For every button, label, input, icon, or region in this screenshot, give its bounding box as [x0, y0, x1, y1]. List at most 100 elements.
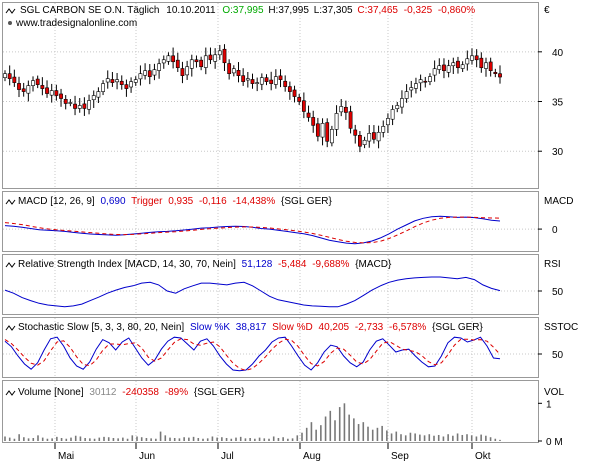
month-label: Sep — [391, 451, 409, 462]
candle-up — [273, 76, 278, 85]
svg-text:Relative Strength Index [MACD,: Relative Strength Index [MACD, 14, 30, 7… — [18, 259, 392, 270]
stoch-k-value: 38,817 — [236, 322, 267, 333]
candle-down — [474, 55, 479, 61]
rsi-change-pct: -9,688% — [312, 259, 349, 270]
candle-down — [147, 70, 152, 77]
candle-down — [283, 80, 288, 87]
rsi-header: Relative Strength Index [MACD, 14, 30, 7… — [5, 259, 561, 270]
stoch-diff-pct: -6,578% — [389, 322, 426, 333]
candle-up — [470, 55, 474, 61]
candle-up — [143, 70, 147, 76]
candle-up — [414, 83, 418, 89]
svg-text:Stochastic Slow [5, 3, 3, 80,: Stochastic Slow [5, 3, 3, 80, 20, Nein] … — [18, 322, 483, 333]
candle-up — [231, 68, 236, 74]
macd-trigger-label: Trigger — [131, 196, 163, 207]
candle-up — [390, 109, 395, 120]
candle-up — [339, 106, 344, 113]
candle-down — [301, 100, 306, 112]
candle-up — [152, 69, 157, 76]
rsi-panel — [2, 254, 539, 315]
candle-down — [287, 86, 292, 92]
candle-down — [372, 132, 376, 140]
candle-down — [171, 55, 176, 63]
website-label: www.tradesignalonline.com — [15, 18, 137, 29]
candle-up — [437, 65, 442, 70]
candle-up — [245, 78, 250, 81]
volume-indicator-icon — [5, 390, 16, 396]
macd-diff: -0,116 — [199, 196, 227, 207]
candle-up — [133, 79, 138, 83]
candle-down — [343, 106, 348, 113]
candle-down — [180, 68, 185, 76]
candle-down — [325, 122, 330, 142]
candle-down — [110, 79, 115, 83]
price-tick-label: 30 — [552, 147, 564, 158]
candle-up — [386, 118, 390, 126]
candle-down — [311, 117, 316, 126]
candle-down — [264, 77, 269, 82]
header-change: -0,325 — [404, 5, 433, 16]
candle-up — [418, 79, 423, 84]
currency-label: € — [544, 5, 550, 16]
candle-up — [49, 90, 54, 96]
volume-tick-label: 0 M — [546, 437, 563, 448]
price-tick-label: 35 — [552, 98, 564, 109]
stoch-source: {SGL GER} — [432, 322, 483, 333]
price-tick-label: 40 — [552, 48, 564, 59]
candle-up — [77, 105, 82, 109]
candle-down — [199, 59, 204, 68]
candle-up — [395, 105, 400, 109]
candle-down — [21, 88, 26, 92]
candle-down — [73, 103, 77, 109]
month-label: Mai — [58, 451, 74, 462]
candle-up — [189, 59, 194, 69]
website-icon — [8, 21, 12, 25]
rsi-series-line — [4, 276, 501, 308]
month-label: Okt — [475, 451, 491, 462]
header-date: 10.10.2011 — [166, 5, 216, 16]
rsi-change: -5,484 — [278, 259, 307, 270]
candle-up — [465, 58, 470, 65]
candle-down — [292, 89, 297, 97]
stoch-k-line — [4, 336, 501, 372]
stoch-lines — [4, 336, 501, 372]
candle-down — [119, 80, 124, 85]
macd-trigger-value: 0,935 — [168, 196, 193, 207]
candle-down — [348, 111, 353, 129]
candle-up — [185, 66, 190, 76]
header-low: L:37,305 — [314, 5, 353, 16]
candle-up — [105, 78, 110, 83]
instrument-name: SGL CARBON SE O.N. Täglich — [20, 5, 160, 16]
volume-value: 30112 — [89, 387, 117, 398]
macd-trigger-line — [4, 216, 501, 244]
candle-down — [315, 123, 320, 137]
volume-bars — [4, 403, 501, 441]
month-label: Aug — [303, 451, 321, 462]
candle-down — [306, 112, 311, 118]
candle-down — [442, 64, 446, 72]
candle-down — [498, 73, 502, 78]
candle-up — [334, 113, 339, 130]
stoch-title: Stochastic Slow [5, 3, 3, 80, 20, Nein] — [18, 322, 184, 333]
candle-up — [376, 132, 381, 142]
stoch-indicator-icon — [5, 325, 16, 331]
volume-header: Volume [None] 30112 -240358 -89% {SGL GE… — [5, 387, 564, 398]
candle-up — [446, 65, 451, 73]
candle-up — [367, 133, 372, 142]
candle-up — [484, 62, 488, 69]
candle-up — [400, 98, 404, 108]
candle-up — [213, 54, 218, 62]
header-high: H:37,995 — [268, 5, 309, 16]
candle-up — [101, 83, 105, 92]
candle-up — [87, 100, 91, 110]
candle-down — [40, 85, 45, 89]
price-candles — [3, 44, 502, 153]
candle-up — [166, 55, 171, 62]
candle-up — [3, 73, 7, 78]
candle-up — [115, 79, 119, 83]
candle-up — [96, 91, 101, 98]
candle-up — [138, 73, 143, 80]
candle-down — [59, 93, 63, 99]
candle-up — [460, 64, 465, 69]
indicator-tick-label: 50 — [552, 350, 564, 361]
